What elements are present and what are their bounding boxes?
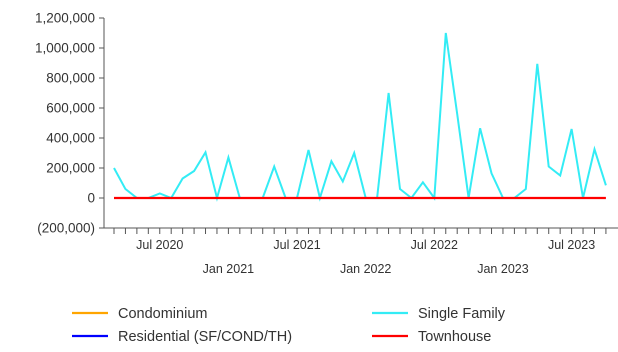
- legend-label: Condominium: [118, 306, 207, 322]
- legend-item-single-family: Single Family: [372, 306, 506, 322]
- legend-item-residential-sf-cond-th: Residential (SF/COND/TH): [72, 329, 292, 345]
- legend-label: Townhouse: [418, 329, 491, 345]
- x-tick-label: Jul 2020: [136, 238, 183, 252]
- legend-label: Residential (SF/COND/TH): [118, 329, 292, 345]
- legend-item-condominium: Condominium: [72, 306, 207, 322]
- x-axis-ticks: Jul 2020 Jan 2021 Jul 2021 Jan 2022 Jul 2022…: [113, 228, 607, 276]
- series-line-single-family: [113, 32, 607, 202]
- x-tick-label: Jul 2021: [273, 238, 320, 252]
- x-tick-label: Jan 2022: [340, 262, 391, 276]
- series-lines: [113, 32, 607, 202]
- y-tick-label: 600,000: [46, 101, 95, 116]
- axes: [103, 18, 618, 229]
- x-tick-label: Jan 2021: [203, 262, 254, 276]
- y-tick-label: (200,000): [37, 221, 95, 236]
- y-tick-label: 0: [87, 191, 95, 206]
- x-tick-label: Jan 2023: [477, 262, 528, 276]
- legend: Condominium Single Family Residential (SF/…: [72, 306, 506, 345]
- x-tick-label: Jul 2022: [411, 238, 458, 252]
- y-tick-label: 1,200,000: [35, 11, 95, 26]
- x-tick-label: Jul 2023: [548, 238, 595, 252]
- y-tick-label: 400,000: [46, 131, 95, 146]
- y-tick-label: 200,000: [46, 161, 95, 176]
- y-tick-label: 800,000: [46, 71, 95, 86]
- y-axis-ticks: 1,200,000 1,000,000 800,000 600,000 400,000 2…: [35, 11, 104, 236]
- legend-item-townhouse: Townhouse: [372, 329, 491, 345]
- legend-label: Single Family: [418, 306, 506, 322]
- y-tick-label: 1,000,000: [35, 41, 95, 56]
